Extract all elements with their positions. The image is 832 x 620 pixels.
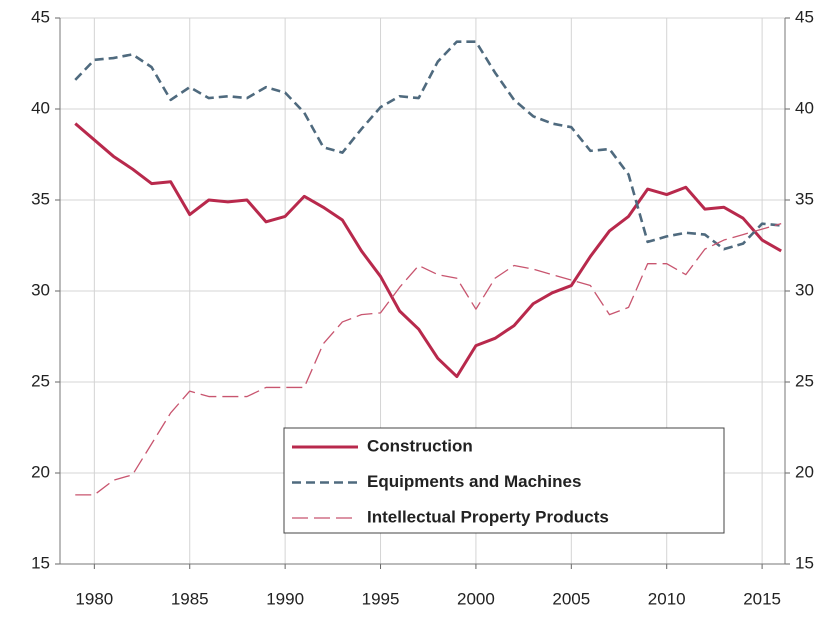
- y-tick-label: 25: [31, 371, 50, 390]
- series-line: [74, 122, 782, 379]
- y-tick-label: 15: [31, 553, 50, 572]
- series-line: [75, 223, 782, 496]
- legend-label: Equipments and Machines: [367, 472, 581, 491]
- legend-label: Construction: [367, 436, 473, 455]
- x-tick-label: 2015: [743, 589, 781, 608]
- x-tick-label: 2010: [648, 589, 686, 608]
- x-tick-label: 2005: [552, 589, 590, 608]
- legend-label: Intellectual Property Products: [367, 507, 609, 526]
- axis-frame: [59, 18, 786, 565]
- y-tick-label: 45: [31, 7, 50, 26]
- x-tick-label: 1995: [362, 589, 400, 608]
- y2-tick-label: 15: [795, 553, 814, 572]
- y-tick-label: 30: [31, 280, 50, 299]
- x-tick-label: 1990: [266, 589, 304, 608]
- y2-tick-label: 35: [795, 189, 814, 208]
- y2-tick-label: 45: [795, 7, 814, 26]
- y-tick-label: 40: [31, 98, 50, 117]
- x-tick-label: 1980: [75, 589, 113, 608]
- x-tick-label: 2000: [457, 589, 495, 608]
- x-tick-label: 1985: [171, 589, 209, 608]
- y2-tick-label: 25: [795, 371, 814, 390]
- y2-tick-label: 40: [795, 98, 814, 117]
- y2-tick-label: 30: [795, 280, 814, 299]
- y2-tick-label: 20: [795, 462, 814, 481]
- y-tick-label: 20: [31, 462, 50, 481]
- y-tick-label: 35: [31, 189, 50, 208]
- series-line: [74, 40, 782, 251]
